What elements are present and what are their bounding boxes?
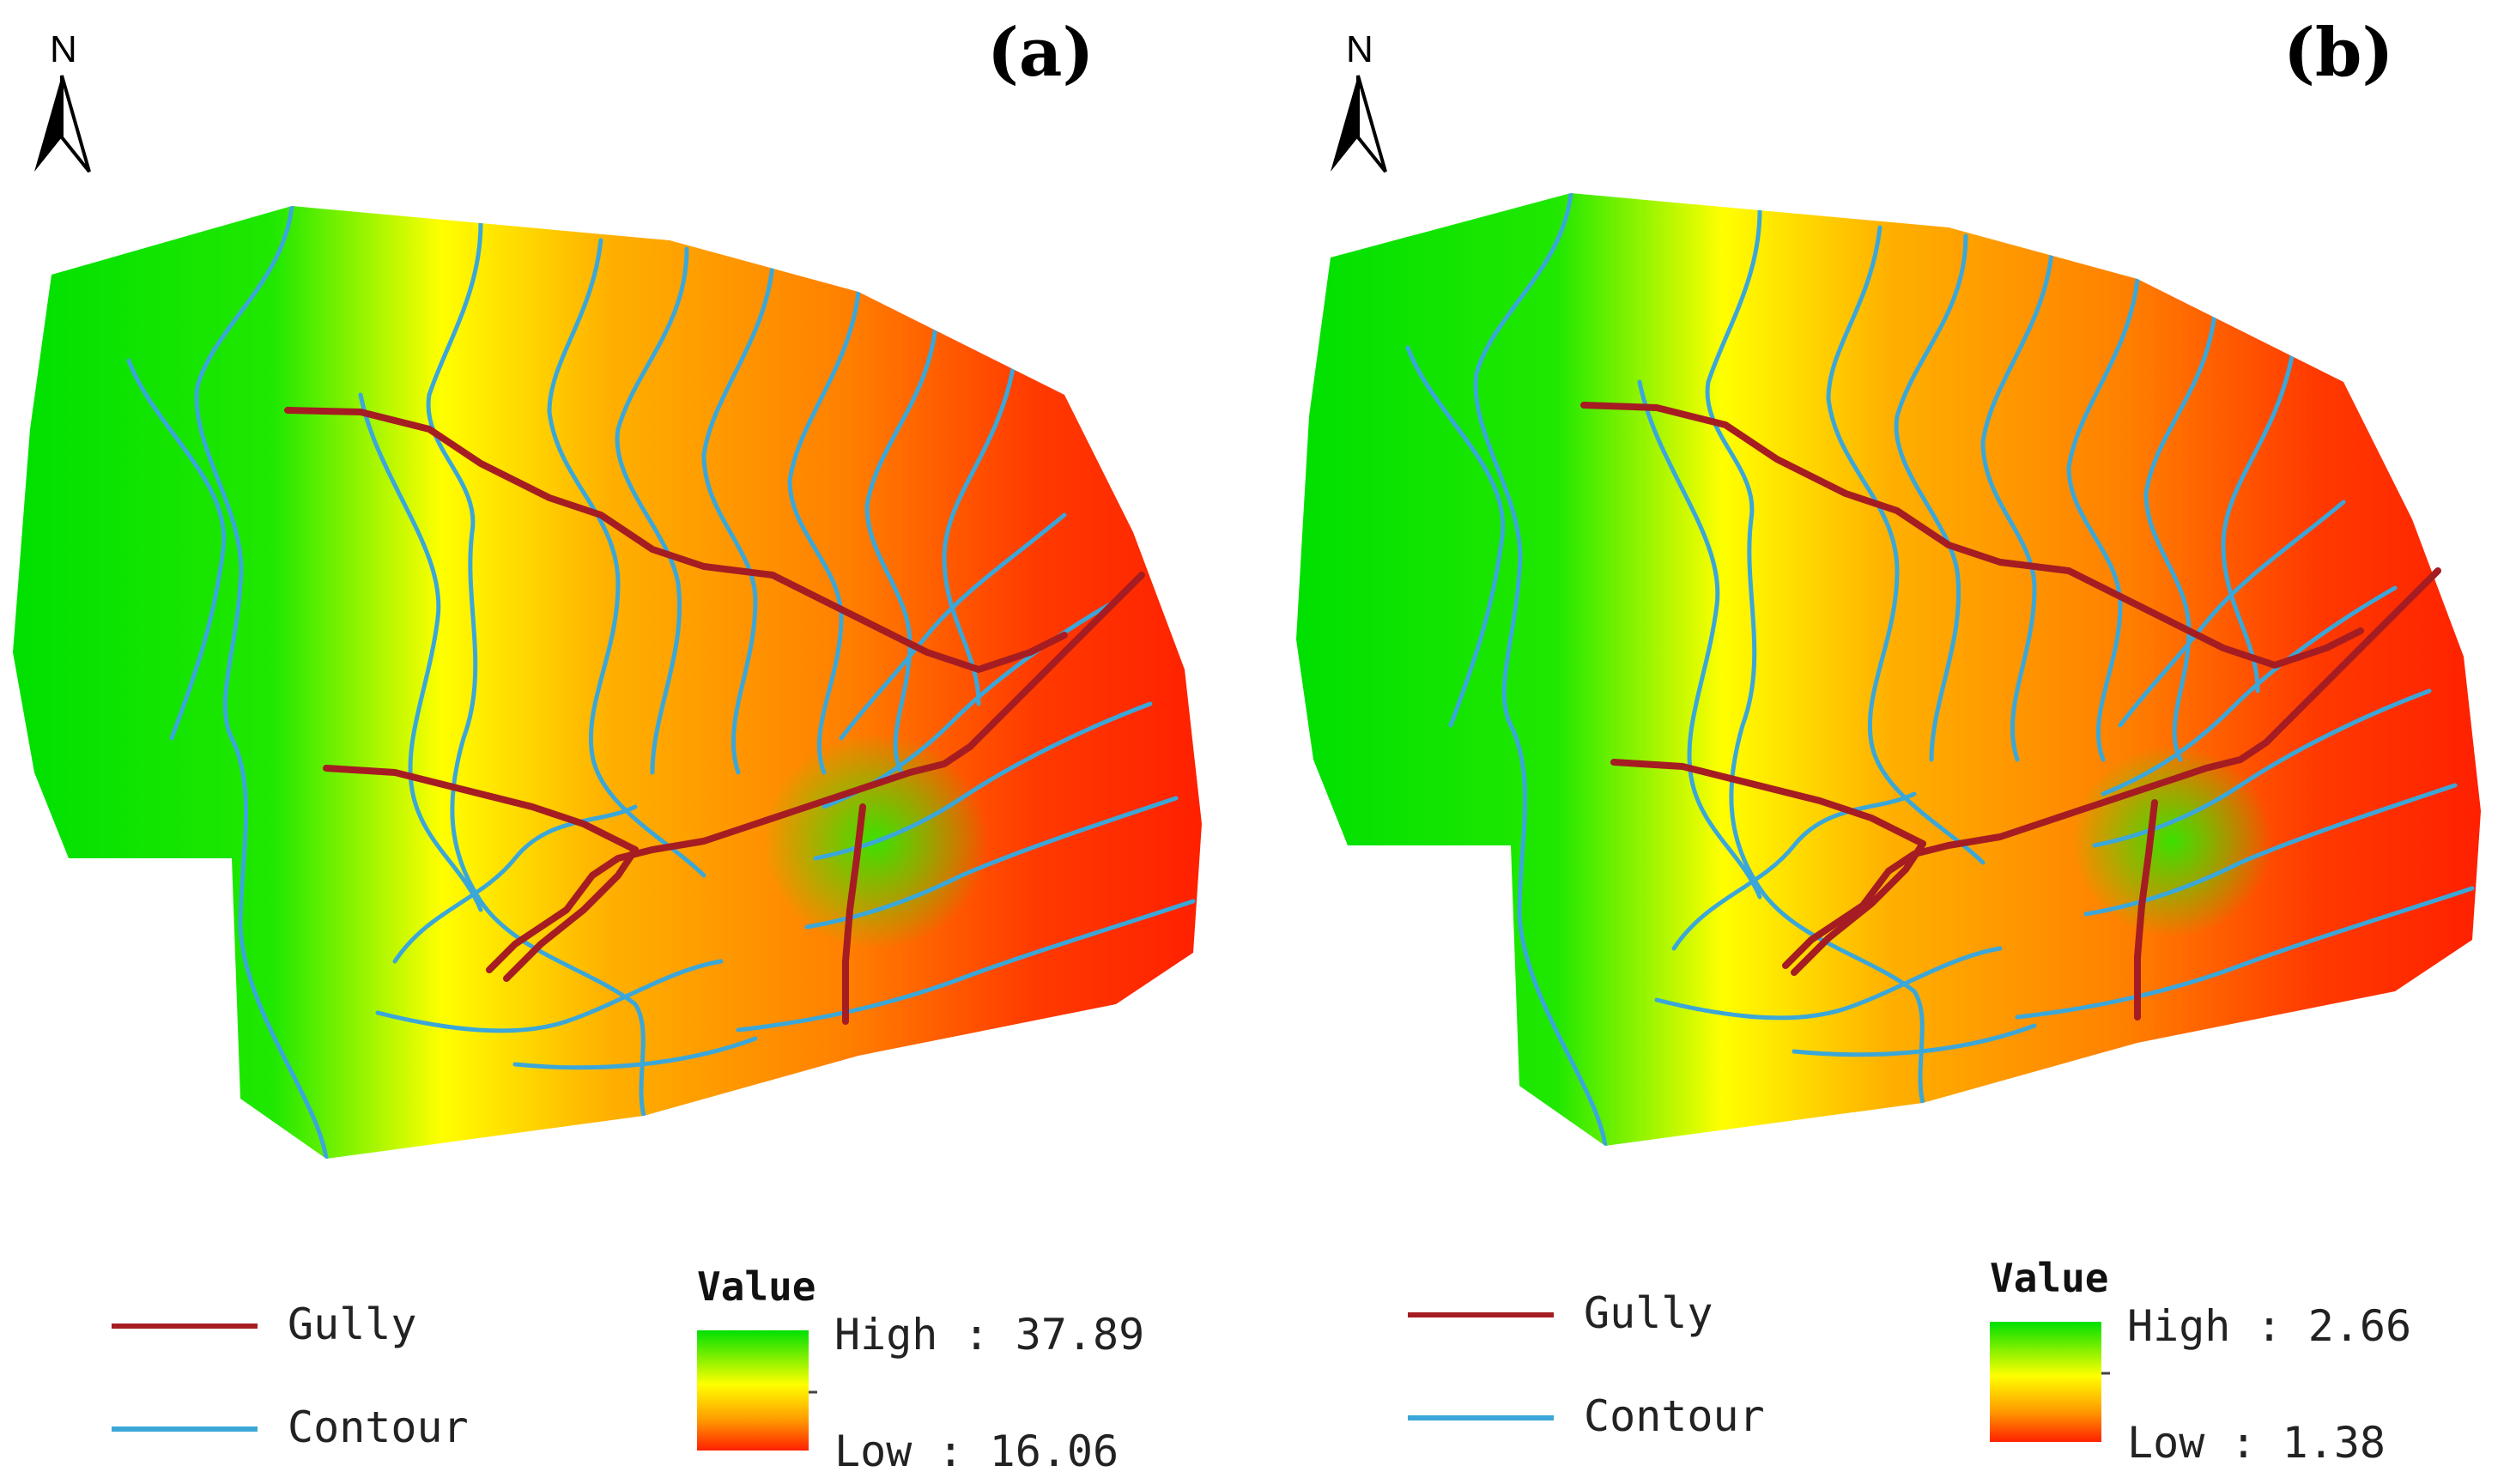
gully-line (503, 846, 639, 982)
gully-line (486, 572, 1145, 973)
contour-line (547, 238, 706, 878)
gully-legend-label: Gully (288, 1299, 417, 1349)
gully-line (323, 765, 639, 853)
gully-line (1782, 567, 2441, 969)
svg-text:N: N (50, 28, 77, 70)
contour-line (1792, 1023, 2037, 1057)
raster-surface (1296, 193, 2481, 1146)
contour-line (864, 324, 938, 775)
contour-line (942, 366, 1016, 706)
legend: Gully Contour Value High : 2.66 Low : 1.… (1408, 1255, 2411, 1468)
contour-line (1405, 345, 1506, 728)
contour-line (2221, 354, 2295, 694)
low-value-label: Low : 16.06 (834, 1426, 1119, 1476)
map-panel-a: (a) N Gully Contour Value High : 37.89 L… (13, 14, 1202, 1476)
gully-lines (284, 407, 1145, 1025)
gully-line (1580, 402, 2364, 669)
gully-line (1610, 759, 1926, 847)
high-value-label: High : 2.66 (2127, 1301, 2411, 1351)
panel-label: (b) (2283, 14, 2393, 92)
contour-line (2101, 585, 2398, 797)
contour-line (375, 959, 724, 1033)
contour-line (1980, 251, 2054, 762)
high-value-label: High : 37.89 (834, 1310, 1144, 1360)
gully-line (842, 803, 866, 1025)
contour-line (1894, 233, 1968, 762)
contour-line (426, 221, 646, 1118)
contour-line (2015, 886, 2475, 1020)
contour-line (1826, 225, 1986, 865)
contour-line (512, 1036, 758, 1070)
contour-line (194, 206, 329, 1159)
contour-line (2118, 500, 2346, 728)
contour-line (736, 899, 1196, 1033)
gully-legend-label: Gully (1584, 1288, 1713, 1338)
north-arrow-icon: N (34, 28, 91, 173)
panel-label: (a) (987, 14, 1094, 92)
legend: Gully Contour Value High : 37.89 Low : 1… (112, 1263, 1144, 1476)
contour-line (126, 358, 227, 741)
gully-line (1791, 840, 1926, 976)
contour-line (1654, 946, 2003, 1021)
contour-line (2143, 311, 2217, 762)
map-panel-b: (b) N Gully Contour Value High : 2.66 Lo… (1296, 14, 2481, 1468)
gully-lines (1580, 402, 2441, 1021)
contour-line (701, 263, 775, 775)
gully-line (284, 407, 1068, 673)
contour-legend-label: Contour (1584, 1391, 1765, 1441)
color-ramp (1990, 1322, 2101, 1442)
contour-line (2092, 688, 2432, 848)
contour-line (804, 796, 1179, 930)
north-arrow-icon: N (1331, 28, 1387, 173)
low-value-label: Low : 1.38 (2127, 1418, 2386, 1468)
contour-lines (1405, 193, 2475, 1146)
contour-line (358, 392, 483, 912)
contour-line (615, 246, 689, 775)
contour-line (787, 289, 861, 775)
contour-line (1705, 208, 1925, 1105)
gully-line (2134, 799, 2158, 1021)
value-legend-title: Value (1990, 1255, 2108, 1301)
contour-legend-label: Contour (288, 1402, 469, 1452)
contour-line (392, 804, 638, 964)
contour-line (1637, 379, 1762, 899)
value-legend-title: Value (697, 1263, 815, 1310)
contour-line (2066, 276, 2140, 762)
color-ramp (697, 1330, 809, 1451)
svg-text:N: N (1346, 28, 1373, 70)
contour-line (1671, 791, 1917, 951)
contour-line (839, 512, 1067, 741)
contour-line (1473, 193, 1608, 1146)
raster-surface (13, 206, 1202, 1159)
